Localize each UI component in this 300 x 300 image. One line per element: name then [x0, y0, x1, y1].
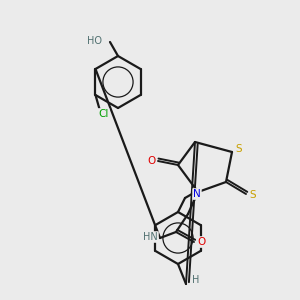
Text: O: O — [197, 237, 205, 247]
Text: N: N — [193, 189, 201, 199]
Text: H: H — [192, 275, 200, 285]
Text: S: S — [236, 144, 242, 154]
Text: HN: HN — [143, 232, 158, 242]
Text: Cl: Cl — [98, 109, 109, 119]
Text: S: S — [250, 190, 256, 200]
Text: HO: HO — [87, 36, 102, 46]
Text: O: O — [147, 156, 155, 166]
